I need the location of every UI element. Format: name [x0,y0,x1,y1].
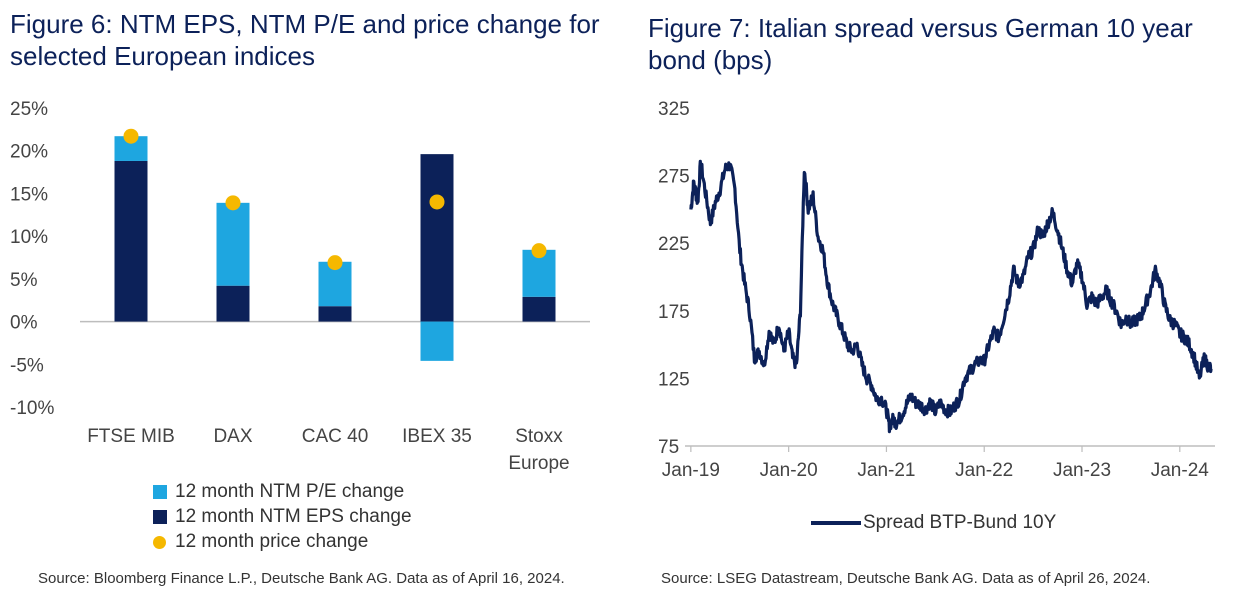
figure-6-title: Figure 6: NTM EPS, NTM P/E and price cha… [10,9,600,71]
x-tick-label: Jan-20 [760,460,818,481]
x-tick-label: FTSE MIB [87,426,175,447]
bar-eps [318,306,352,322]
legend-label-pe: 12 month NTM P/E change [175,481,405,502]
bar-eps [114,160,148,322]
legend-item-eps: 12 month NTM EPS change [153,506,412,528]
y-tick-label: 275 [658,167,690,188]
x-tick-label: Jan-22 [955,460,1013,481]
marker-price [327,255,343,271]
series-line-spread [689,159,1213,434]
y-tick-label: 225 [658,234,690,255]
line-chart: 75 125 175 225 275 325 Jan-19 Jan-20 Jan-21 Jan-2… [658,99,1215,481]
bar-eps [420,154,454,322]
figure-7-source: Source: LSEG Datastream, Deutsche Bank A… [661,570,1151,587]
y-tick-label: -5% [10,355,44,376]
y-tick-label: 10% [10,227,48,248]
x-tick-label: IBEX 35 [402,426,472,447]
figure-6-panel: Figure 6: NTM EPS, NTM P/E and price cha… [0,0,625,610]
marker-price [531,243,547,259]
bar-eps [216,285,250,322]
y-tick-label: 75 [658,437,679,458]
bar-pe [216,202,250,286]
legend-item-pe: 12 month NTM P/E change [153,481,404,503]
x-tick-label: Jan-24 [1151,460,1210,481]
legend-swatch-pe [153,485,167,499]
legend-swatch-eps [153,510,167,524]
y-tick-label: 20% [10,142,48,163]
x-tick-label: DAX [213,426,252,447]
legend-item-price: 12 month price change [153,531,368,553]
marker-price [123,128,139,144]
x-tick-label: CAC 40 [302,426,369,447]
y-tick-label: 25% [10,99,48,120]
marker-price [429,194,445,210]
legend-marker-price [153,535,166,549]
legend-item-spread: Spread BTP-Bund 10Y [811,512,1056,534]
legend-line-spread [811,521,861,525]
legend-label-eps: 12 month NTM EPS change [175,506,412,527]
figure-6-source: Source: Bloomberg Finance L.P., Deutsche… [38,570,565,587]
y-tick-label: 125 [658,369,690,390]
bar-eps [522,296,556,322]
x-tick-label: Stoxx [515,426,563,447]
y-tick-label: 5% [10,270,38,291]
y-tick-label: -10% [10,398,54,419]
bar-pe [420,321,454,361]
x-tick-label: Jan-23 [1053,460,1111,481]
y-tick-label: 0% [10,313,38,334]
y-tick-label: 15% [10,184,48,205]
bar-chart: -10% -5% 0% 5% 10% 15% 20% 25% FTSE MIB DAX CAC 40… [10,99,590,474]
y-tick-label: 325 [658,99,690,120]
x-tick-label: Jan-21 [857,460,915,481]
figure-7-title: Figure 7: Italian spread versus German 1… [648,13,1193,75]
x-tick-label: Jan-19 [662,460,720,481]
legend-label-spread: Spread BTP-Bund 10Y [863,512,1057,533]
y-tick-label: 175 [658,302,690,323]
marker-price [225,195,241,211]
x-tick-label: Europe [508,453,569,474]
figure-7-panel: Figure 7: Italian spread versus German 1… [625,0,1251,610]
legend-label-price: 12 month price change [175,531,369,552]
